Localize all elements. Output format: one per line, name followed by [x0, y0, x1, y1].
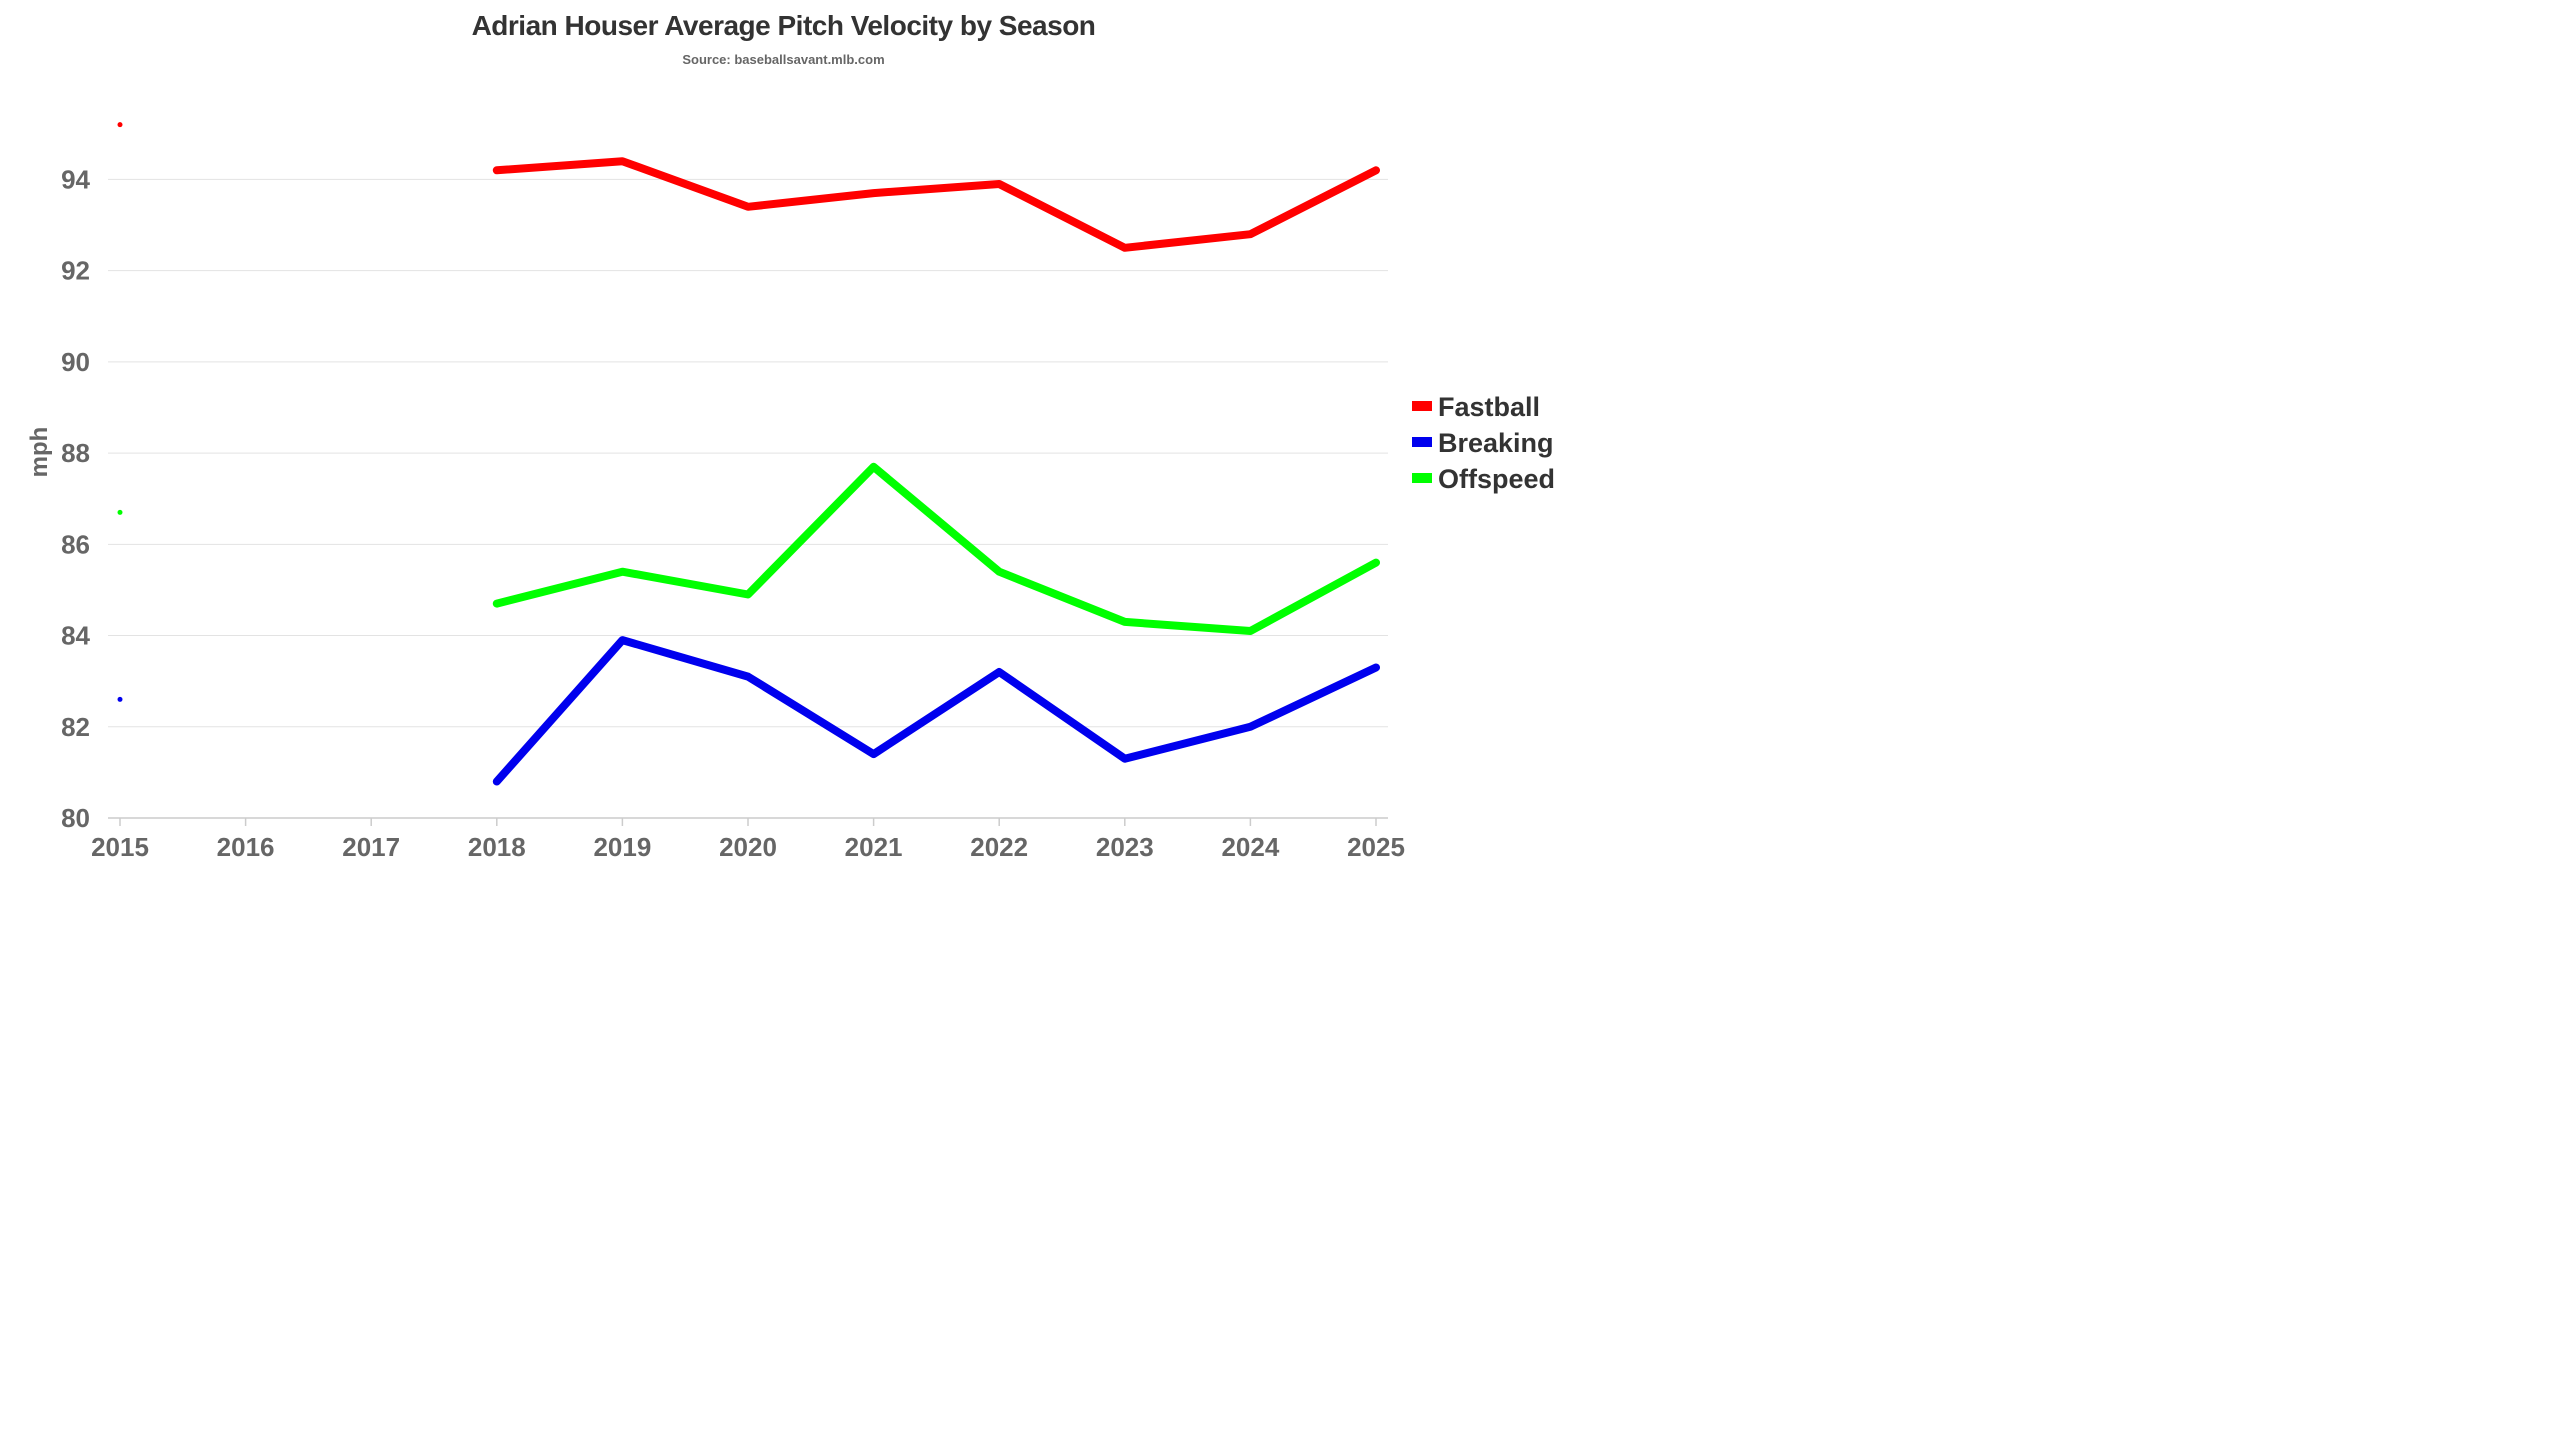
line-chart: 80 82 84 86 88 90 92 94 2015 2016 2017 2018 2019 2020…	[26, 122, 1555, 862]
legend-swatch	[1412, 473, 1432, 483]
legend-swatch	[1412, 437, 1432, 447]
y-tick-label: 94	[61, 164, 90, 194]
series-group	[117, 122, 1380, 786]
y-axis-label: mph	[26, 427, 53, 478]
data-point-offspeed	[117, 509, 123, 515]
x-tick-label: 2017	[342, 832, 400, 862]
x-tick-label: 2018	[468, 832, 526, 862]
x-tick-label: 2020	[719, 832, 777, 862]
y-tick-label: 92	[61, 256, 90, 286]
data-point-fastball	[117, 122, 123, 128]
y-tick-label: 86	[61, 529, 90, 559]
y-tick-label: 80	[61, 803, 90, 833]
x-tick-label: 2024	[1221, 832, 1279, 862]
grid-lines	[108, 178, 1388, 728]
x-tick-label: 2022	[970, 832, 1028, 862]
series-offspeed	[117, 462, 1380, 635]
legend-swatch	[1412, 401, 1432, 411]
x-tick-label: 2021	[845, 832, 903, 862]
x-tick-label: 2015	[91, 832, 149, 862]
line-fastball	[492, 157, 1380, 252]
chart-title: Adrian Houser Average Pitch Velocity by …	[471, 10, 1096, 41]
line-offspeed	[492, 462, 1380, 635]
legend-label: Offspeed	[1438, 464, 1555, 494]
legend-label: Breaking	[1438, 428, 1554, 458]
legend-item-breaking: Breaking	[1412, 428, 1554, 458]
chart-subtitle: Source: baseballsavant.mlb.com	[682, 52, 885, 67]
legend: Fastball Breaking Offspeed	[1412, 392, 1555, 494]
legend-item-offspeed: Offspeed	[1412, 464, 1555, 494]
y-tick-label: 90	[61, 347, 90, 377]
series-fastball	[117, 122, 1380, 252]
y-tick-label: 84	[61, 621, 90, 651]
data-point-breaking	[117, 696, 123, 702]
x-tick-label: 2023	[1096, 832, 1154, 862]
series-breaking	[117, 636, 1380, 786]
x-tick-label: 2016	[217, 832, 275, 862]
y-tick-label: 88	[61, 438, 90, 468]
legend-label: Fastball	[1438, 392, 1540, 422]
line-breaking	[492, 636, 1380, 786]
axes: 80 82 84 86 88 90 92 94 2015 2016 2017 2018 2019 2020…	[61, 164, 1405, 862]
x-tick-label: 2019	[593, 832, 651, 862]
y-tick-label: 82	[61, 712, 90, 742]
legend-item-fastball: Fastball	[1412, 392, 1540, 422]
x-tick-label: 2025	[1347, 832, 1405, 862]
